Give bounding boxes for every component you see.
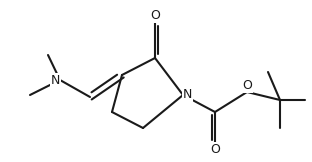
Text: O: O — [242, 79, 252, 92]
Text: O: O — [150, 9, 160, 22]
Text: N: N — [51, 74, 60, 87]
Text: O: O — [210, 143, 220, 156]
Text: N: N — [183, 88, 193, 102]
